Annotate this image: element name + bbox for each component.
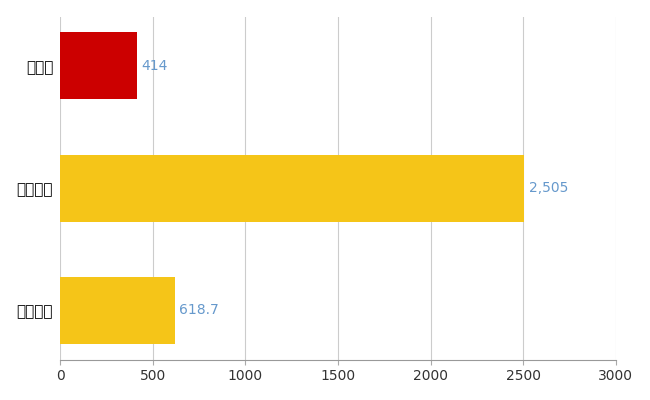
Text: 414: 414: [142, 59, 168, 73]
Text: 618.7: 618.7: [179, 304, 219, 318]
Text: 2,505: 2,505: [528, 181, 568, 195]
Bar: [60, 154, 524, 222]
Bar: [60, 277, 175, 344]
Bar: [60, 32, 136, 100]
